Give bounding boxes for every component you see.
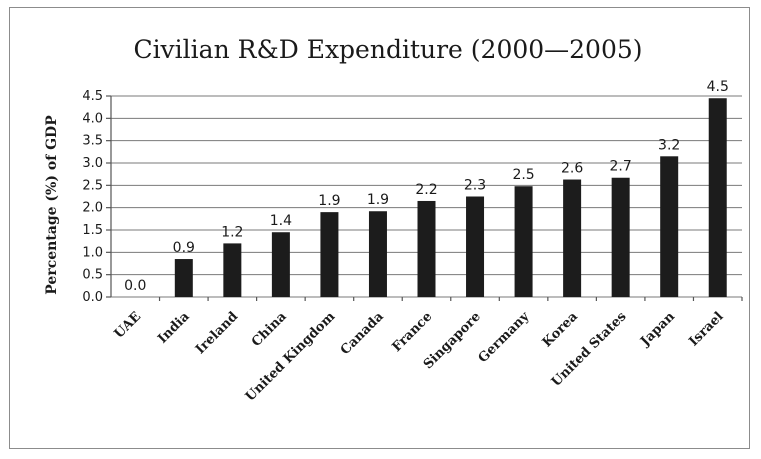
y-tick-label: 3.0 (82, 156, 103, 171)
y-tick-label: 0.0 (82, 290, 103, 305)
bar (611, 177, 630, 297)
bar (466, 196, 485, 297)
x-tick-label: India (155, 309, 193, 347)
y-tick-label: 2.5 (82, 178, 103, 193)
y-tick-label: 3.5 (82, 134, 103, 149)
bar (223, 243, 242, 297)
data-label: 4.5 (707, 79, 729, 95)
x-tick-label: Ireland (193, 309, 241, 357)
bar (514, 186, 533, 297)
data-label: 1.2 (221, 224, 243, 240)
bar (660, 156, 679, 297)
y-tick-label: 1.0 (82, 245, 103, 260)
bar (368, 211, 387, 297)
data-label: 3.2 (658, 137, 680, 153)
data-label: 2.5 (512, 167, 534, 183)
data-label: 0.0 (124, 278, 146, 294)
bar (563, 179, 582, 297)
x-tick-label: Korea (540, 309, 582, 351)
data-label: 0.9 (173, 240, 195, 256)
x-tick-label: UAE (112, 309, 145, 342)
x-tick-label: China (249, 309, 290, 350)
data-label: 2.2 (415, 182, 437, 198)
y-tick-label: 1.5 (82, 223, 103, 238)
y-axis-label: Percentage (%) of GDP (44, 115, 60, 295)
bar (417, 200, 436, 297)
bar (708, 98, 727, 297)
y-tick-label: 2.0 (82, 201, 103, 216)
data-label: 2.6 (561, 161, 583, 177)
data-label: 1.9 (367, 192, 389, 208)
y-tick-label: 4.5 (82, 89, 103, 104)
x-tick-label: Israel (686, 309, 726, 349)
chart-title: Civilian R&D Expenditure (2000—2005) (133, 35, 642, 64)
y-tick-label: 0.5 (82, 268, 103, 283)
data-label: 2.7 (610, 159, 632, 175)
bar (174, 259, 193, 297)
x-tick-label: United Kingdom (243, 309, 339, 405)
data-label: 1.4 (270, 213, 292, 229)
data-label: 1.9 (318, 193, 340, 209)
bar (271, 232, 290, 297)
x-tick-label: France (389, 309, 435, 355)
x-tick-label: Canada (338, 309, 387, 358)
bar (320, 212, 339, 297)
y-tick-label: 4.0 (82, 111, 103, 126)
x-tick-label: Germany (476, 309, 533, 366)
x-tick-label: Japan (637, 309, 678, 350)
data-label: 2.3 (464, 178, 486, 194)
